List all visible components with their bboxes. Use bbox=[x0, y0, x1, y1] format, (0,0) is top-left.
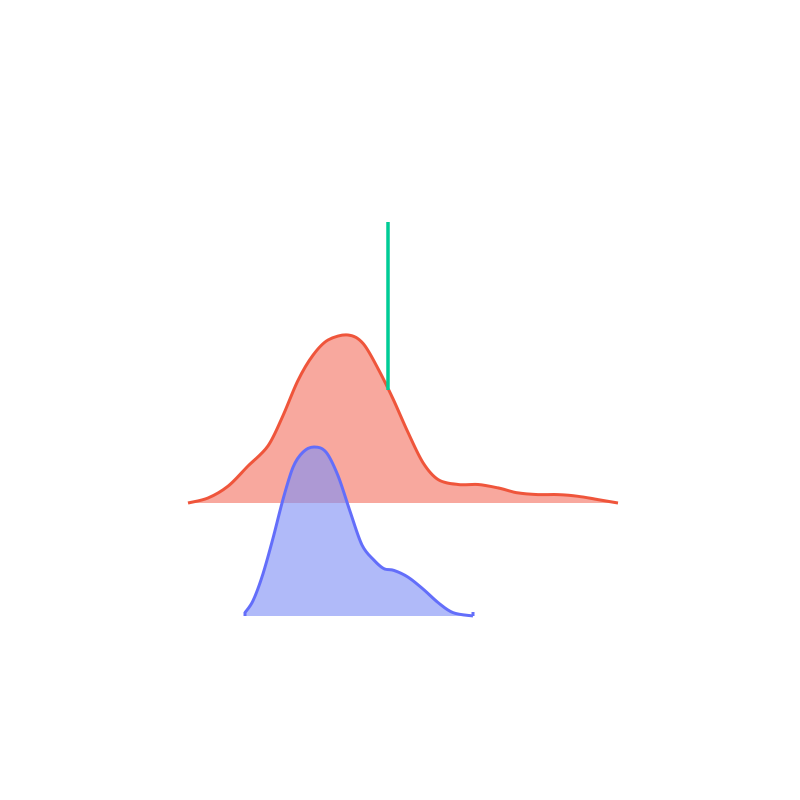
density-line-1 bbox=[187, 333, 619, 505]
density-area-2 bbox=[245, 447, 473, 616]
density-line-2 bbox=[243, 445, 474, 618]
plot-area bbox=[187, 222, 619, 618]
